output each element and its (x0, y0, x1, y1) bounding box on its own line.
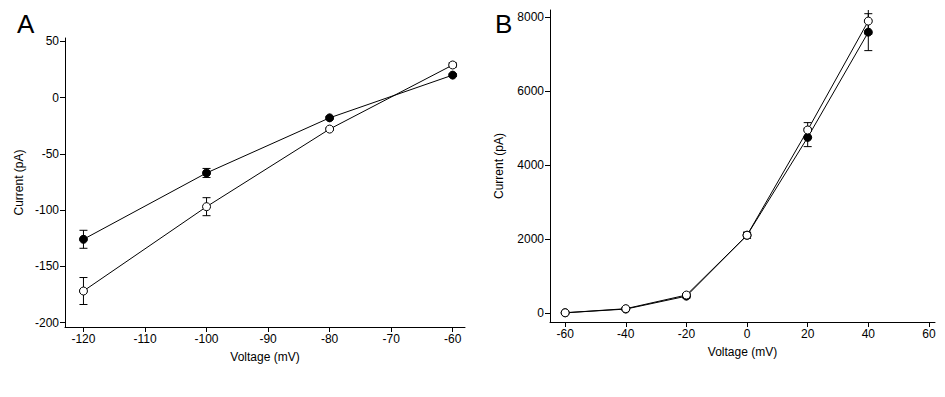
svg-text:-100: -100 (35, 203, 59, 217)
svg-text:-50: -50 (42, 147, 60, 161)
svg-text:Current (pA): Current (pA) (492, 133, 506, 199)
svg-text:6000: 6000 (517, 84, 544, 98)
svg-text:-90: -90 (259, 332, 277, 346)
svg-text:0: 0 (52, 91, 59, 105)
svg-text:-120: -120 (71, 332, 95, 346)
svg-text:-40: -40 (617, 327, 635, 341)
svg-text:-20: -20 (678, 327, 696, 341)
svg-text:-100: -100 (195, 332, 219, 346)
svg-text:Voltage (mV): Voltage (mV) (230, 350, 299, 364)
svg-text:-150: -150 (35, 259, 59, 273)
svg-text:Current (pA): Current (pA) (12, 149, 26, 215)
svg-text:4000: 4000 (517, 158, 544, 172)
svg-text:A: A (17, 9, 35, 39)
svg-text:-60: -60 (444, 332, 462, 346)
svg-text:20: 20 (801, 327, 815, 341)
svg-text:0: 0 (537, 306, 544, 320)
svg-text:-80: -80 (321, 332, 339, 346)
svg-text:-200: -200 (35, 316, 59, 330)
svg-text:-110: -110 (133, 332, 156, 346)
svg-text:2000: 2000 (517, 232, 544, 246)
svg-text:Voltage (mV): Voltage (mV) (708, 345, 777, 359)
svg-text:0: 0 (744, 327, 751, 341)
svg-text:-60: -60 (556, 327, 574, 341)
svg-text:50: 50 (46, 34, 60, 48)
svg-text:8000: 8000 (517, 10, 544, 24)
svg-text:40: 40 (862, 327, 876, 341)
svg-text:-70: -70 (382, 332, 400, 346)
svg-text:60: 60 (922, 327, 936, 341)
svg-text:B: B (495, 9, 512, 39)
